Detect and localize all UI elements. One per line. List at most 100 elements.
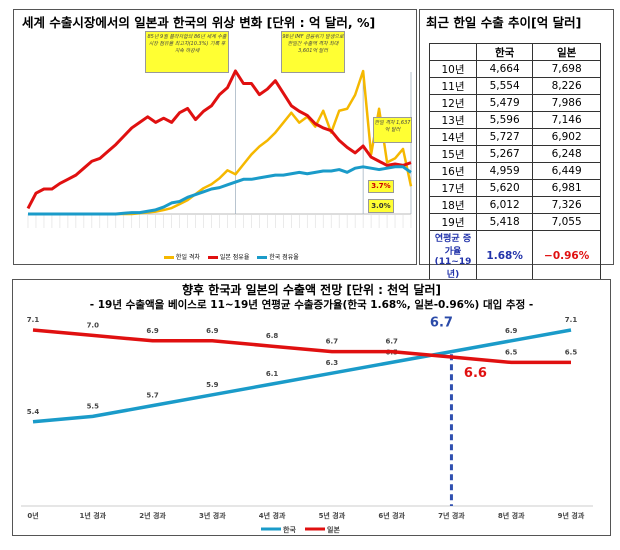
table-title: 최근 한일 수출 추이[억 달러] bbox=[426, 15, 582, 30]
data-label: 6.5 bbox=[565, 348, 578, 356]
table-cell: 7,055 bbox=[532, 213, 601, 231]
x-tick-label: 8년 경과 bbox=[498, 511, 525, 520]
data-label: 6.1 bbox=[266, 370, 279, 378]
korea-share-note: 3.0% bbox=[368, 199, 394, 213]
header-cell: 일본 bbox=[532, 43, 601, 61]
x-tick-label: 9년 경과 bbox=[558, 511, 585, 520]
table-cell: 5,267 bbox=[475, 145, 534, 163]
legend-japan-label: 일본 bbox=[327, 525, 340, 534]
table-header-row: 한국 일본 bbox=[429, 43, 601, 61]
table-cell: 5,418 bbox=[475, 213, 534, 231]
table-cell: 6,981 bbox=[532, 179, 601, 197]
data-label: 5.9 bbox=[206, 381, 219, 389]
top-chart-title: 세계 수출시장에서의 일본과 한국의 위상 변화 [단위 : 억 달러, %] bbox=[22, 15, 376, 30]
table-cell: 14년 bbox=[429, 128, 477, 146]
growth-korea: 1.68% bbox=[475, 230, 534, 281]
table-cell: 11년 bbox=[429, 77, 477, 95]
table-cell: 5,727 bbox=[475, 128, 534, 146]
x-tick-label: 0년 bbox=[27, 511, 38, 520]
table-cell: 8,226 bbox=[532, 77, 601, 95]
japan-line bbox=[32, 328, 571, 365]
table-cell: 6,902 bbox=[532, 128, 601, 146]
table-cell: 5,554 bbox=[475, 77, 534, 95]
x-tick-label: 5년 경과 bbox=[319, 511, 346, 520]
export-table: 한국 일본 10년 4,664 7,698 11년 5,554 8,226 12년 5,479 7,… bbox=[429, 43, 601, 281]
table-cell: 5,620 bbox=[475, 179, 534, 197]
data-label: 6.5 bbox=[505, 348, 518, 356]
x-tick-label: 2년 경과 bbox=[139, 511, 166, 520]
x-tick-label: 4년 경과 bbox=[259, 511, 286, 520]
japan-share-note: 3.7% bbox=[368, 180, 394, 193]
table-row: 17년 5,620 6,981 bbox=[429, 179, 601, 197]
data-label: 5.5 bbox=[87, 402, 100, 410]
gap-note: 한일 격차 1,637억 달러 bbox=[373, 117, 412, 143]
table-row: 10년 4,664 7,698 bbox=[429, 60, 601, 78]
table-row: 11년 5,554 8,226 bbox=[429, 77, 601, 95]
data-label: 7.1 bbox=[565, 316, 578, 324]
bottom-chart-subtitle: - 19년 수출액을 베이스로 11~19년 연평균 수출증가율(한국 1.68… bbox=[89, 299, 534, 311]
legend-japan: 일본 점유율 bbox=[207, 252, 249, 261]
table-cell: 4,959 bbox=[475, 162, 534, 180]
data-label: 6.7 bbox=[385, 338, 398, 346]
data-label: 5.4 bbox=[27, 408, 40, 416]
table-row: 14년 5,727 6,902 bbox=[429, 128, 601, 146]
japan-share-line bbox=[26, 69, 412, 210]
table-cell: 13년 bbox=[429, 111, 477, 129]
table-cell: 7,986 bbox=[532, 94, 601, 112]
korea-crossover-callout: 6.7 bbox=[430, 316, 453, 331]
table-row: 13년 5,596 7,146 bbox=[429, 111, 601, 129]
table-cell: 7,146 bbox=[532, 111, 601, 129]
top-chart-svg bbox=[26, 69, 413, 228]
table-row: 12년 5,479 7,986 bbox=[429, 94, 601, 112]
imf-note: 98년 IMF 금융위기 발생으로 한일간 수출액 격차 최대 3,601억 달… bbox=[281, 31, 345, 73]
data-label: 6.9 bbox=[146, 327, 159, 335]
table-cell: 5,479 bbox=[475, 94, 534, 112]
x-tick-label: 3년 경과 bbox=[199, 511, 226, 520]
x-tick-label: 7년 경과 bbox=[438, 511, 465, 520]
bottom-chart-svg: 0년 1년 경과 2년 경과 3년 경과 4년 경과 5년 경과 6년 경과 7년 경과 8년 … bbox=[21, 316, 593, 534]
japan-crossover-callout: 6.6 bbox=[464, 366, 487, 381]
legend-korea: 한국 점유율 bbox=[257, 252, 299, 261]
data-label: 6.3 bbox=[326, 359, 339, 367]
table-cell: 6,248 bbox=[532, 145, 601, 163]
x-tick-label: 1년 경과 bbox=[79, 511, 106, 520]
table-cell: 6,449 bbox=[532, 162, 601, 180]
growth-row: 연평균 증가율 (11~19년) 1.68% −0.96% bbox=[429, 230, 601, 281]
table-row: 19년 5,418 7,055 bbox=[429, 213, 601, 231]
bottom-chart-panel: 향후 한국과 일본의 수출액 전망 [단위 : 천억 달러] - 19년 수출액… bbox=[12, 279, 611, 536]
plaza-note: 85년 9월 플라자합의 86년 세계 수출시장 점유율 최고치(10.3%) … bbox=[145, 31, 229, 73]
table-cell: 16년 bbox=[429, 162, 477, 180]
data-label: 7.1 bbox=[27, 316, 40, 324]
table-cell: 7,326 bbox=[532, 196, 601, 214]
growth-label: 연평균 증가율 (11~19년) bbox=[429, 230, 477, 281]
table-cell: 19년 bbox=[429, 213, 477, 231]
table-cell: 18년 bbox=[429, 196, 477, 214]
bottom-chart-title: 향후 한국과 일본의 수출액 전망 [단위 : 천억 달러] bbox=[182, 283, 441, 297]
data-label: 6.8 bbox=[266, 332, 279, 340]
data-label: 6.9 bbox=[206, 327, 219, 335]
table-row: 18년 6,012 7,326 bbox=[429, 196, 601, 214]
data-label: 6.9 bbox=[505, 327, 518, 335]
table-row: 15년 5,267 6,248 bbox=[429, 145, 601, 163]
data-label: 5.7 bbox=[146, 392, 159, 400]
table-row: 16년 4,959 6,449 bbox=[429, 162, 601, 180]
table-cell: 12년 bbox=[429, 94, 477, 112]
data-label: 6.7 bbox=[326, 338, 339, 346]
legend-korea-label: 한국 bbox=[283, 525, 296, 534]
table-panel: 최근 한일 수출 추이[억 달러] 한국 일본 10년 4,664 7,698 11년 5,… bbox=[419, 9, 614, 281]
table-cell: 7,698 bbox=[532, 60, 601, 78]
header-cell bbox=[429, 43, 477, 61]
korea-line bbox=[32, 328, 572, 424]
legend-gap: 한일 격차 bbox=[164, 252, 200, 261]
table-cell: 4,664 bbox=[475, 60, 534, 78]
header-cell: 한국 bbox=[475, 43, 534, 61]
table-cell: 15년 bbox=[429, 145, 477, 163]
korea-share-line bbox=[28, 165, 412, 216]
gap-series-line bbox=[28, 69, 413, 216]
data-label: 7.0 bbox=[87, 321, 100, 329]
top-legend: 한일 격차 일본 점유율 한국 점유율 bbox=[164, 252, 299, 261]
table-cell: 10년 bbox=[429, 60, 477, 78]
table-cell: 17년 bbox=[429, 179, 477, 197]
growth-japan: −0.96% bbox=[532, 230, 601, 281]
x-tick-label: 6년 경과 bbox=[378, 511, 405, 520]
